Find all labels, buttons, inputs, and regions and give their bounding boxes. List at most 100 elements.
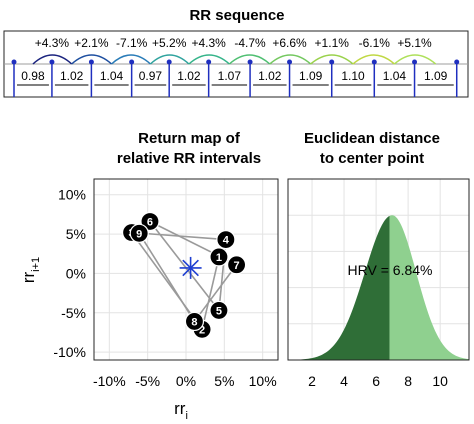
return-map-x-tick: -5% (135, 373, 160, 389)
return-map-point: 4 (216, 229, 236, 250)
distance-axes-box (287, 178, 470, 361)
return-map-point: 5 (209, 300, 229, 321)
return-map-point-label: 9 (136, 228, 142, 240)
rr-beat-marker (454, 59, 460, 65)
return-map-point-label: 2 (199, 324, 205, 336)
return-map-connection (138, 232, 196, 322)
rr-relative-change: -6.1% (359, 36, 391, 50)
return-map-x-tick: 5% (214, 373, 234, 389)
return-map-y-label: rri+1 (19, 257, 42, 283)
return-map-panel: Return map of relative RR intervals 1234… (19, 130, 279, 422)
rr-interval-value: 0.98 (21, 69, 45, 83)
rr-relative-change: +5.2% (152, 36, 187, 50)
return-map-point-label: 8 (191, 316, 197, 328)
rr-arc (71, 54, 113, 65)
rr-interval-value: 1.10 (341, 69, 365, 83)
rr-arc (310, 54, 354, 65)
rr-relative-change: +4.3% (191, 36, 226, 50)
return-map-y-tick: 5% (66, 226, 86, 242)
return-map-point: 9 (129, 223, 149, 243)
return-map-y-tick-labels: 10% 5% 0% -5% -10% (53, 187, 86, 360)
rr-interval-value: 0.97 (139, 69, 163, 83)
return-map-point-marker (184, 311, 205, 332)
rr-arc (269, 54, 312, 65)
rr-interval-value: 1.04 (100, 69, 124, 83)
rr-beats (11, 59, 460, 97)
rr-sequence-panel: RR sequence +4.3% +2.1% -7.1% +5.2% +4.3% -4.… (3, 7, 469, 98)
return-map-y-tick: 0% (66, 265, 86, 281)
return-map-y-tick: -10% (53, 344, 86, 360)
rr-beat-marker (247, 59, 253, 65)
return-map-connection (193, 264, 238, 322)
return-map-point: 7 (227, 255, 247, 275)
rr-beat-marker (287, 59, 293, 65)
return-map-axes-box (93, 178, 279, 361)
rr-interval-value: 1.02 (60, 69, 84, 83)
return-map-point-label: 5 (216, 305, 222, 317)
return-map-center-point (179, 256, 202, 279)
return-map-point: 8 (184, 311, 205, 332)
distance-x-tick-labels: 2 4 6 8 10 (308, 373, 448, 389)
rr-arcs (32, 54, 437, 65)
distance-x-tick: 6 (372, 373, 380, 389)
rr-relative-changes: +4.3% +2.1% -7.1% +5.2% +4.3% -4.7% +6.6% +1.1%… (35, 36, 432, 50)
return-map-x-tick: -10% (93, 373, 126, 389)
distance-area-above-hrv (389, 215, 469, 360)
distance-title-line-1: Euclidean distance (304, 130, 440, 147)
distance-x-tick: 4 (340, 373, 348, 389)
rr-arc (393, 54, 437, 65)
rr-beat-marker (129, 59, 135, 65)
hrv-annotation: HRV = 6.84% (348, 262, 433, 278)
rr-interval-value: 1.02 (258, 69, 282, 83)
return-map-y-tick: 10% (58, 187, 86, 203)
rr-beat-marker (11, 59, 17, 65)
rr-interval-value: 1.09 (424, 69, 448, 83)
rr-arc (32, 54, 73, 65)
rr-relative-change: +4.3% (35, 36, 70, 50)
rr-interval-value: 1.09 (299, 69, 323, 83)
rr-beat-marker (329, 59, 335, 65)
center-star-stroke (182, 259, 199, 277)
rr-interval-value: 1.04 (383, 69, 407, 83)
rr-interval-value: 1.02 (177, 69, 201, 83)
return-map-y-tick: -5% (61, 305, 86, 321)
return-map-title-line-2: relative RR intervals (117, 150, 261, 167)
return-map-point: 1 (209, 247, 229, 267)
rr-beat-marker (49, 59, 55, 65)
rr-arc (111, 54, 151, 65)
return-map-x-tick: 10% (249, 373, 277, 389)
rr-relative-change: +5.1% (397, 36, 432, 50)
rr-arc (188, 54, 230, 65)
rr-sequence-title: RR sequence (189, 7, 284, 24)
rr-interval-value: 1.07 (218, 69, 242, 83)
return-map-point-marker (227, 255, 247, 275)
rr-arc (149, 54, 190, 65)
rr-beat-marker (88, 59, 94, 65)
return-map-point-marker (209, 300, 229, 321)
return-map-x-tick: 0% (176, 373, 196, 389)
rr-arc (352, 54, 395, 65)
rr-relative-change: +6.6% (272, 36, 307, 50)
distance-panel: Euclidean distance to center point HRV =… (287, 130, 470, 389)
return-map-points: 123456789 (121, 211, 247, 339)
return-map-connection (149, 221, 220, 311)
rr-beat-marker (412, 59, 418, 65)
return-map-point-marker (140, 211, 160, 232)
distance-area-below-hrv (288, 215, 390, 360)
return-map-point-label: 1 (216, 252, 222, 264)
return-map-point-marker (129, 223, 149, 243)
rr-beat-marker (166, 59, 172, 65)
rr-relative-change: -7.1% (116, 36, 148, 50)
return-map-grid (94, 179, 278, 360)
return-map-point: 6 (140, 211, 160, 232)
rr-relative-change: +1.1% (315, 36, 350, 50)
return-map-point-marker (216, 229, 236, 250)
distance-x-tick: 8 (404, 373, 412, 389)
return-map-point-label: 4 (223, 235, 230, 247)
return-map-point-marker (209, 247, 229, 267)
distance-x-tick: 10 (432, 373, 448, 389)
rr-beat-marker (371, 59, 377, 65)
return-map-x-label: rri (174, 399, 188, 422)
return-map-point-label: 7 (234, 260, 240, 272)
distance-x-tick: 2 (308, 373, 316, 389)
